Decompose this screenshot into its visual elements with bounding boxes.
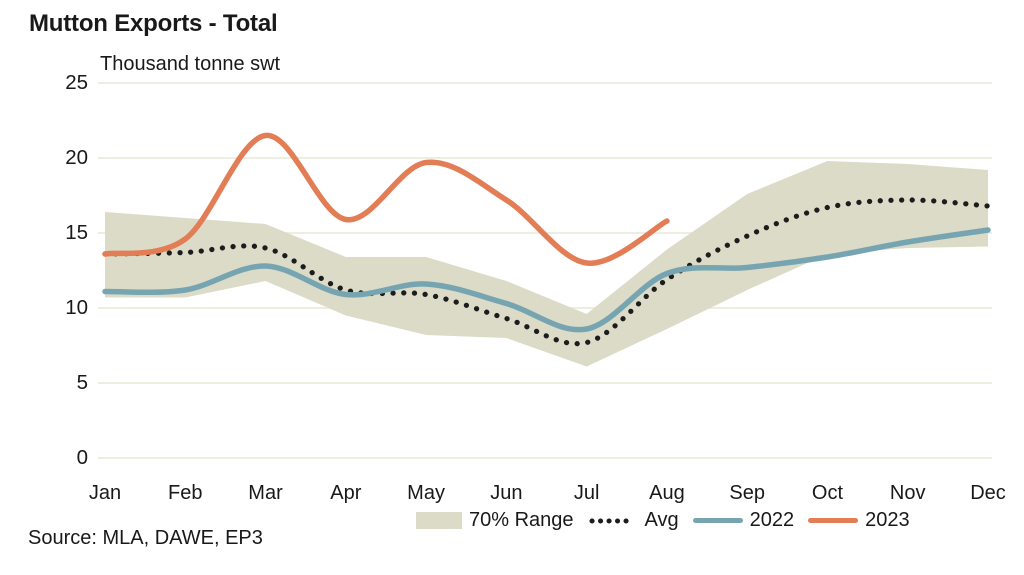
legend-item-70-range: 70% Range <box>416 509 574 532</box>
x-tick-apr: Apr <box>330 482 362 504</box>
x-tick-jun: Jun <box>490 482 523 504</box>
series-70-range-band <box>105 161 988 367</box>
legend-label: 70% Range <box>469 509 574 531</box>
y-tick-25: 25 <box>65 71 88 94</box>
x-tick-nov: Nov <box>889 482 926 504</box>
y-tick-5: 5 <box>76 371 88 394</box>
chart-subtitle: Thousand tonne swt <box>100 53 281 75</box>
legend-label: Avg <box>644 509 679 531</box>
x-tick-jan: Jan <box>88 482 122 504</box>
line-2022-swatch <box>692 518 743 523</box>
y-tick-15: 15 <box>65 221 88 244</box>
x-tick-oct: Oct <box>811 482 844 504</box>
range-band-swatch <box>416 512 462 529</box>
x-tick-jul: Jul <box>573 482 600 504</box>
y-tick-20: 20 <box>65 146 88 169</box>
chart-title: Mutton Exports - Total <box>29 10 278 37</box>
y-tick-0: 0 <box>76 446 88 469</box>
line-2023-swatch <box>808 518 859 523</box>
x-tick-aug: Aug <box>649 482 685 504</box>
x-tick-feb: Feb <box>168 482 203 504</box>
x-tick-mar: Mar <box>248 482 283 504</box>
x-tick-may: May <box>407 482 445 504</box>
legend-item-2022: 2022 <box>692 509 795 532</box>
x-tick-sep: Sep <box>729 482 765 504</box>
source-note: Source: MLA, DAWE, EP3 <box>28 527 263 549</box>
legend-label: 2023 <box>865 509 910 531</box>
y-tick-10: 10 <box>65 296 88 319</box>
series-avg-line <box>102 197 991 347</box>
legend: 70% Range Avg 2022 2023 <box>416 509 910 532</box>
series-2022-line <box>102 227 991 333</box>
series-2023-line <box>102 132 670 266</box>
legend-item-avg: Avg <box>588 509 679 532</box>
avg-dotted-swatch <box>589 518 637 523</box>
x-tick-dec: Dec <box>970 482 1006 504</box>
legend-label: 2022 <box>749 509 795 531</box>
legend-item-2023: 2023 <box>808 509 910 532</box>
